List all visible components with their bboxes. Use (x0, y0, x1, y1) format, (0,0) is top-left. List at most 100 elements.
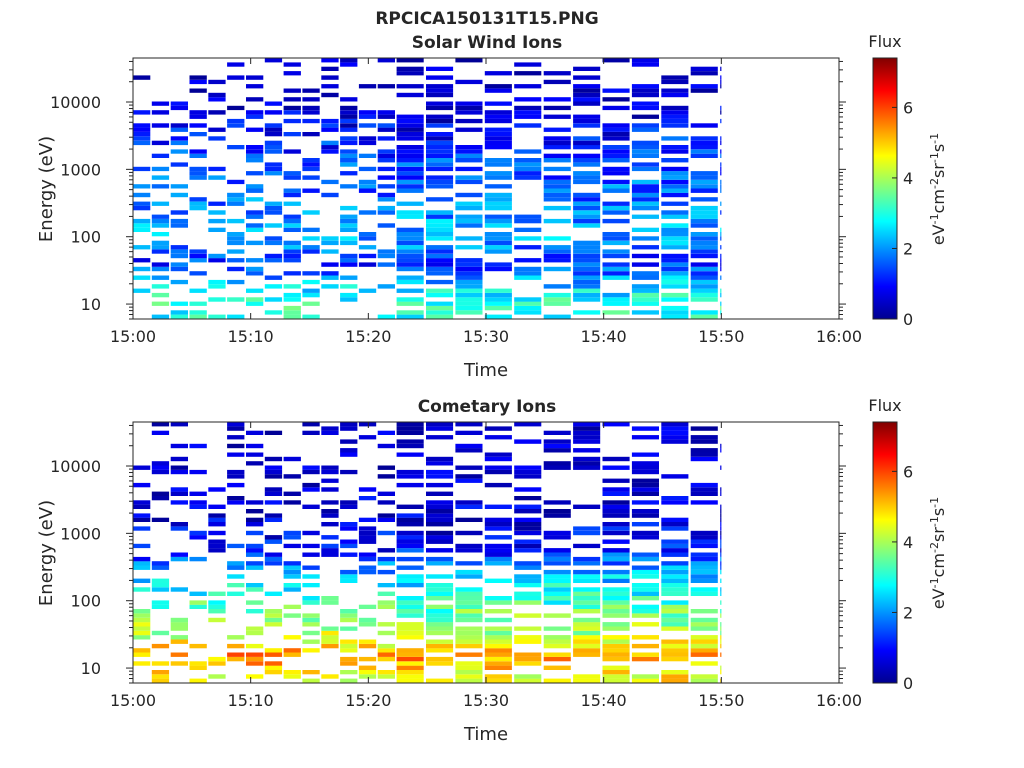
colorbar-tick-label: 0 (903, 310, 913, 329)
spectrogram-cell (426, 136, 454, 141)
spectrogram-cell (455, 145, 483, 150)
spectrogram-cell (661, 430, 689, 435)
spectrogram-cell (340, 136, 358, 141)
spectrogram-cell (631, 140, 659, 146)
spectrogram-cell (396, 301, 424, 306)
spectrogram-cell (396, 604, 424, 609)
spectrogram-cells (133, 422, 722, 683)
spectrogram-cell (170, 105, 188, 111)
colorbar-tick-label: 4 (903, 169, 913, 188)
spectrogram-cell (302, 552, 320, 557)
spectrogram-cell (426, 92, 454, 98)
spectrogram-cell (170, 500, 188, 505)
spectrogram-cell (514, 539, 542, 544)
spectrogram-cell (690, 635, 718, 640)
spectrogram-cell (396, 530, 424, 536)
colorbar (872, 57, 898, 320)
spectrogram-cell (514, 171, 542, 176)
spectrogram-cell (602, 232, 630, 237)
spectrogram-cell (377, 656, 395, 662)
spectrogram-cell (283, 223, 301, 228)
spectrogram-cell (514, 110, 542, 115)
spectrogram-cell (661, 652, 689, 657)
spectrogram-cell (302, 622, 320, 627)
spectrogram-cell (426, 643, 454, 649)
spectrogram-cell (455, 604, 483, 609)
spectrogram-cell (358, 565, 377, 570)
spectrogram-cell (302, 543, 320, 549)
spectrogram-cell (543, 197, 571, 202)
spectrogram-cell (377, 530, 395, 536)
spectrogram-cell (227, 583, 245, 588)
spectrogram-cell (227, 591, 245, 596)
spectrogram-cell (690, 84, 718, 89)
spectrogram-cell (377, 149, 395, 154)
spectrogram-cell (283, 314, 301, 319)
spectrogram-cell (602, 105, 630, 111)
spectrogram-cell (377, 205, 395, 211)
spectrogram-cell (543, 530, 571, 536)
spectrogram-cell (631, 556, 659, 562)
spectrogram-cell (514, 517, 542, 522)
spectrogram-cell (573, 587, 601, 592)
spectrogram-cell (396, 474, 424, 479)
spectrogram-cell (340, 656, 358, 662)
spectrogram-cell (484, 71, 512, 76)
spectrogram-cell (133, 205, 151, 211)
spectrogram-cell (340, 223, 358, 228)
spectrogram-cell (426, 561, 454, 566)
spectrogram-cell (602, 526, 630, 531)
spectrogram-cell (396, 426, 424, 431)
spectrogram-cell (720, 149, 722, 154)
spectrogram-cell (661, 271, 689, 276)
spectrogram-cell (543, 626, 571, 631)
spectrogram-cell (602, 158, 630, 163)
spectrogram-cell (246, 158, 264, 163)
spectrogram-cell (661, 232, 689, 237)
spectrogram-cell (543, 97, 571, 102)
spectrogram-cell (690, 175, 718, 180)
spectrogram-cell (426, 223, 454, 228)
spectrogram-cell (602, 58, 630, 63)
spectrogram-cell (283, 105, 301, 111)
spectrogram-cell (661, 275, 689, 280)
spectrogram-cell (283, 456, 301, 462)
spectrogram-cell (690, 279, 718, 285)
spectrogram-cell (484, 162, 512, 167)
spectrogram-cell (484, 452, 512, 457)
spectrogram-cell (426, 236, 454, 241)
spectrogram-cell (151, 201, 170, 206)
spectrogram-cell (661, 600, 689, 605)
spectrogram-cell (151, 301, 170, 306)
spectrogram-cell (302, 465, 320, 470)
spectrogram-cell (661, 179, 689, 185)
spectrogram-cell (264, 648, 283, 653)
spectrogram-cell (227, 656, 245, 662)
spectrogram-cell (396, 210, 424, 215)
spectrogram-cell (484, 517, 512, 522)
spectrogram-cell (661, 583, 689, 588)
spectrogram-cell (189, 556, 207, 562)
spectrogram-cell (426, 591, 454, 596)
spectrogram-cell (396, 92, 424, 98)
spectrogram-cell (151, 670, 170, 675)
spectrogram-cell (720, 569, 722, 575)
spectrogram-cell (455, 236, 483, 241)
spectrogram-cell (661, 591, 689, 596)
spectrogram-cell (690, 284, 718, 289)
spectrogram-cell (543, 266, 571, 272)
spectrogram-cell (340, 297, 358, 302)
spectrogram-cell (227, 118, 245, 124)
spectrogram-cell (720, 670, 722, 675)
spectrogram-cell (264, 456, 283, 462)
spectrogram-cell (573, 145, 601, 150)
spectrogram-cell (302, 105, 320, 111)
spectrogram-cell (426, 517, 454, 522)
spectrogram-cell (246, 188, 264, 193)
spectrogram-cell (573, 297, 601, 302)
spectrogram-cell (484, 552, 512, 557)
spectrogram-cell (208, 110, 226, 115)
spectrogram-cell (377, 548, 395, 553)
